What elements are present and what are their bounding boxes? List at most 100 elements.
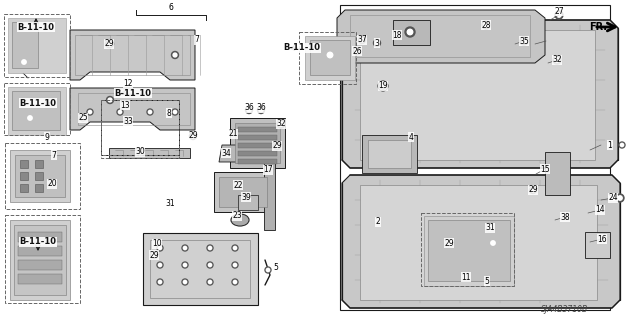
Bar bbox=[10, 220, 70, 300]
Circle shape bbox=[381, 84, 385, 88]
Bar bbox=[14, 225, 66, 295]
Text: 39: 39 bbox=[241, 192, 251, 202]
Bar bbox=[35, 160, 43, 168]
Bar bbox=[238, 127, 277, 132]
Text: SJA4B3710B: SJA4B3710B bbox=[541, 306, 589, 315]
Circle shape bbox=[484, 23, 488, 27]
Circle shape bbox=[446, 239, 454, 247]
Text: 1: 1 bbox=[608, 142, 612, 148]
Circle shape bbox=[22, 60, 26, 64]
Bar bbox=[18, 246, 62, 256]
Circle shape bbox=[327, 52, 333, 58]
Text: 34: 34 bbox=[221, 149, 231, 158]
Bar bbox=[75, 35, 190, 75]
Text: B-11-10: B-11-10 bbox=[17, 23, 54, 32]
Bar bbox=[10, 150, 70, 202]
Bar bbox=[421, 213, 514, 286]
Bar bbox=[238, 159, 277, 164]
Text: 7: 7 bbox=[195, 35, 200, 44]
Polygon shape bbox=[310, 40, 350, 75]
Circle shape bbox=[279, 122, 283, 126]
Text: 5: 5 bbox=[484, 277, 490, 286]
Bar bbox=[299, 32, 356, 84]
Text: 3: 3 bbox=[374, 39, 380, 48]
Circle shape bbox=[405, 27, 415, 37]
Circle shape bbox=[157, 279, 163, 285]
Circle shape bbox=[106, 41, 113, 48]
Bar bbox=[20, 172, 28, 180]
Bar bbox=[340, 5, 610, 310]
Circle shape bbox=[173, 110, 177, 114]
Bar bbox=[150, 240, 250, 298]
Circle shape bbox=[407, 29, 413, 35]
Circle shape bbox=[158, 246, 162, 250]
Text: 10: 10 bbox=[152, 240, 162, 249]
Circle shape bbox=[173, 53, 177, 57]
Polygon shape bbox=[219, 145, 248, 162]
Circle shape bbox=[234, 263, 237, 267]
Circle shape bbox=[26, 114, 34, 122]
Circle shape bbox=[234, 280, 237, 284]
Circle shape bbox=[531, 188, 535, 192]
Text: 18: 18 bbox=[392, 31, 402, 40]
Text: 37: 37 bbox=[357, 35, 367, 44]
Circle shape bbox=[28, 116, 32, 120]
Circle shape bbox=[620, 143, 623, 147]
Bar bbox=[235, 123, 280, 163]
Circle shape bbox=[81, 116, 84, 120]
Circle shape bbox=[125, 118, 131, 124]
Circle shape bbox=[157, 262, 163, 268]
Circle shape bbox=[209, 280, 212, 284]
Circle shape bbox=[360, 38, 364, 42]
Polygon shape bbox=[109, 148, 190, 158]
Text: 7: 7 bbox=[52, 151, 56, 160]
Circle shape bbox=[259, 108, 263, 112]
Circle shape bbox=[150, 251, 157, 258]
Bar bbox=[18, 274, 62, 284]
Bar bbox=[35, 184, 43, 192]
Text: 26: 26 bbox=[352, 47, 362, 56]
Circle shape bbox=[616, 194, 624, 202]
Text: 29: 29 bbox=[528, 186, 538, 195]
Text: 29: 29 bbox=[149, 250, 159, 259]
Text: 29: 29 bbox=[104, 40, 114, 48]
Circle shape bbox=[491, 241, 495, 245]
Circle shape bbox=[207, 245, 213, 251]
Polygon shape bbox=[70, 30, 195, 80]
Circle shape bbox=[88, 110, 92, 114]
Circle shape bbox=[183, 263, 187, 267]
Circle shape bbox=[353, 48, 360, 55]
Text: 32: 32 bbox=[552, 56, 562, 64]
Text: 9: 9 bbox=[45, 132, 49, 142]
Text: 6: 6 bbox=[168, 4, 173, 12]
Circle shape bbox=[553, 56, 561, 64]
Polygon shape bbox=[545, 152, 570, 195]
Polygon shape bbox=[342, 20, 618, 168]
Circle shape bbox=[380, 83, 386, 89]
Circle shape bbox=[355, 49, 359, 53]
Text: 20: 20 bbox=[47, 180, 57, 189]
Circle shape bbox=[246, 107, 253, 114]
Circle shape bbox=[265, 267, 271, 273]
Polygon shape bbox=[143, 233, 258, 305]
Text: 28: 28 bbox=[481, 20, 491, 29]
Text: 31: 31 bbox=[165, 199, 175, 209]
Text: 32: 32 bbox=[276, 120, 286, 129]
Text: B-11-10: B-11-10 bbox=[115, 88, 152, 98]
Circle shape bbox=[232, 245, 238, 251]
Bar bbox=[219, 177, 267, 207]
Circle shape bbox=[182, 262, 188, 268]
Text: 36: 36 bbox=[256, 103, 266, 113]
Circle shape bbox=[375, 41, 379, 45]
Text: 11: 11 bbox=[461, 272, 471, 281]
Circle shape bbox=[189, 132, 196, 139]
Circle shape bbox=[277, 120, 285, 128]
Text: B-11-10: B-11-10 bbox=[19, 99, 56, 108]
Text: B-11-10: B-11-10 bbox=[19, 238, 56, 247]
Circle shape bbox=[148, 110, 152, 114]
Text: 38: 38 bbox=[560, 212, 570, 221]
Circle shape bbox=[172, 51, 179, 58]
Bar bbox=[5, 215, 80, 303]
Text: 31: 31 bbox=[485, 224, 495, 233]
Polygon shape bbox=[214, 172, 272, 212]
